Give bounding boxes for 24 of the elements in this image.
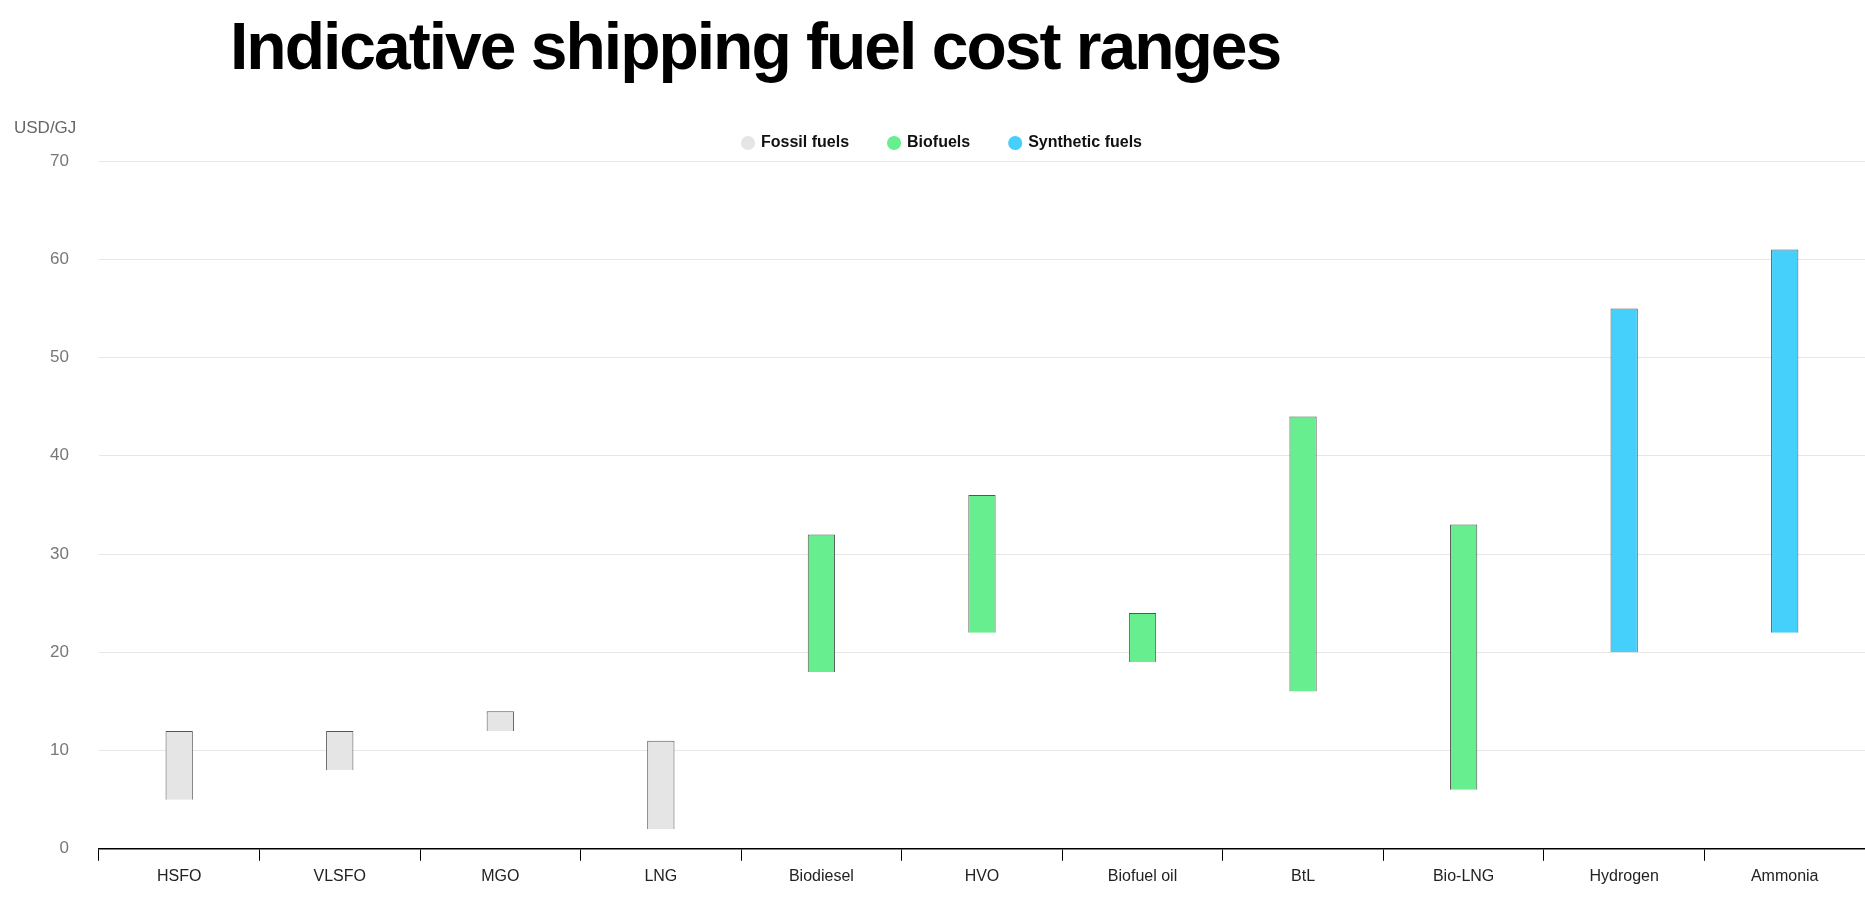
x-tick-label: Bio-LNG [1432,866,1495,884]
x-tick-label: Ammonia [1750,866,1819,884]
legend-label: Biofuels [907,133,971,151]
y-tick-label: 20 [49,641,69,661]
x-tick-label: HSFO [156,866,202,884]
x-tick-label: VLSFO [313,866,366,884]
x-tick-label: MGO [481,866,520,884]
y-tick-label: 30 [49,543,69,563]
y-tick-label: 0 [59,838,69,858]
y-tick-label: 60 [49,248,69,268]
y-tick-label: 10 [49,740,69,760]
legend-label: Synthetic fuels [1028,133,1143,151]
y-tick-label: 50 [49,347,69,367]
x-tick-label: LNG [644,866,678,884]
x-tick-label: BtL [1291,866,1316,884]
x-tick-label: Hydrogen [1589,866,1659,884]
x-tick-label: Biodiesel [788,866,854,884]
x-tick-label: HVO [964,866,1000,884]
legend-label: Fossil fuels [761,133,850,151]
y-axis-title: USD/GJ [14,118,77,138]
y-tick-label: 70 [49,150,69,170]
chart-title: Indicative shipping fuel cost ranges [230,8,1281,84]
x-tick-label: Biofuel oil [1107,866,1178,884]
y-tick-label: 40 [49,445,69,465]
